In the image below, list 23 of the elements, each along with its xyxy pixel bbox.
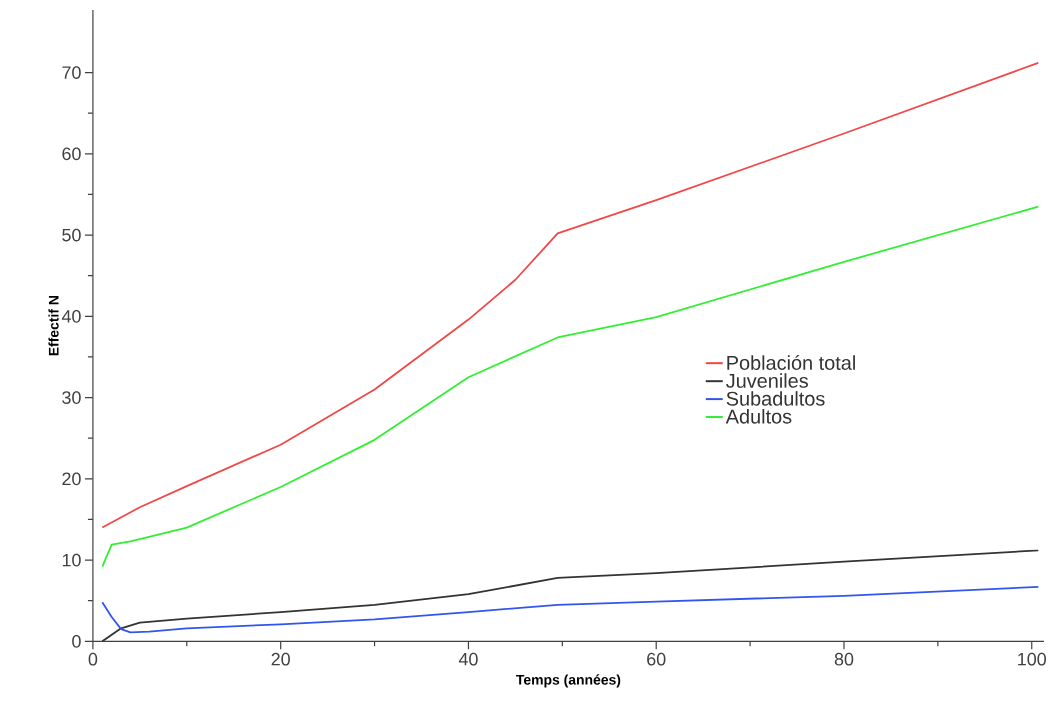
line-series [101, 585, 1040, 634]
y-tick-label: 70 [62, 66, 81, 79]
y-tick-label: 60 [62, 147, 81, 161]
line-series [101, 61, 1040, 529]
legend-label: Adultos [725, 408, 792, 424]
x-tick-label: 0 [88, 652, 98, 666]
y-tick-label: 10 [62, 553, 81, 567]
x-tick-label: 40 [458, 652, 478, 666]
y-tick-label: 50 [62, 228, 81, 242]
x-axis-title: Temps (années) [516, 674, 621, 688]
legend-label: Subadultos [726, 391, 825, 406]
y-axis-title: Effectif N [48, 295, 59, 356]
y-tick-label: 20 [62, 472, 81, 486]
x-tick-label: 20 [271, 652, 290, 666]
y-tick-label: 0 [72, 634, 81, 648]
legend-label: Población total [727, 354, 855, 370]
x-tick-label: 100 [1018, 652, 1046, 666]
line-series [101, 205, 1040, 568]
y-tick-label: 40 [61, 309, 81, 323]
y-tick-label: 30 [62, 391, 81, 404]
legend-label: Juveniles [726, 373, 808, 388]
x-tick-label: 80 [834, 652, 854, 666]
x-tick-label: 60 [647, 652, 666, 666]
